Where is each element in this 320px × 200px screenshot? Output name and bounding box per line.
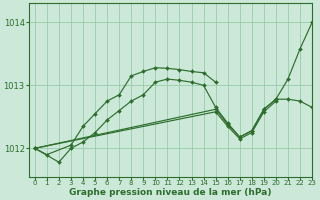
X-axis label: Graphe pression niveau de la mer (hPa): Graphe pression niveau de la mer (hPa): [69, 188, 272, 197]
